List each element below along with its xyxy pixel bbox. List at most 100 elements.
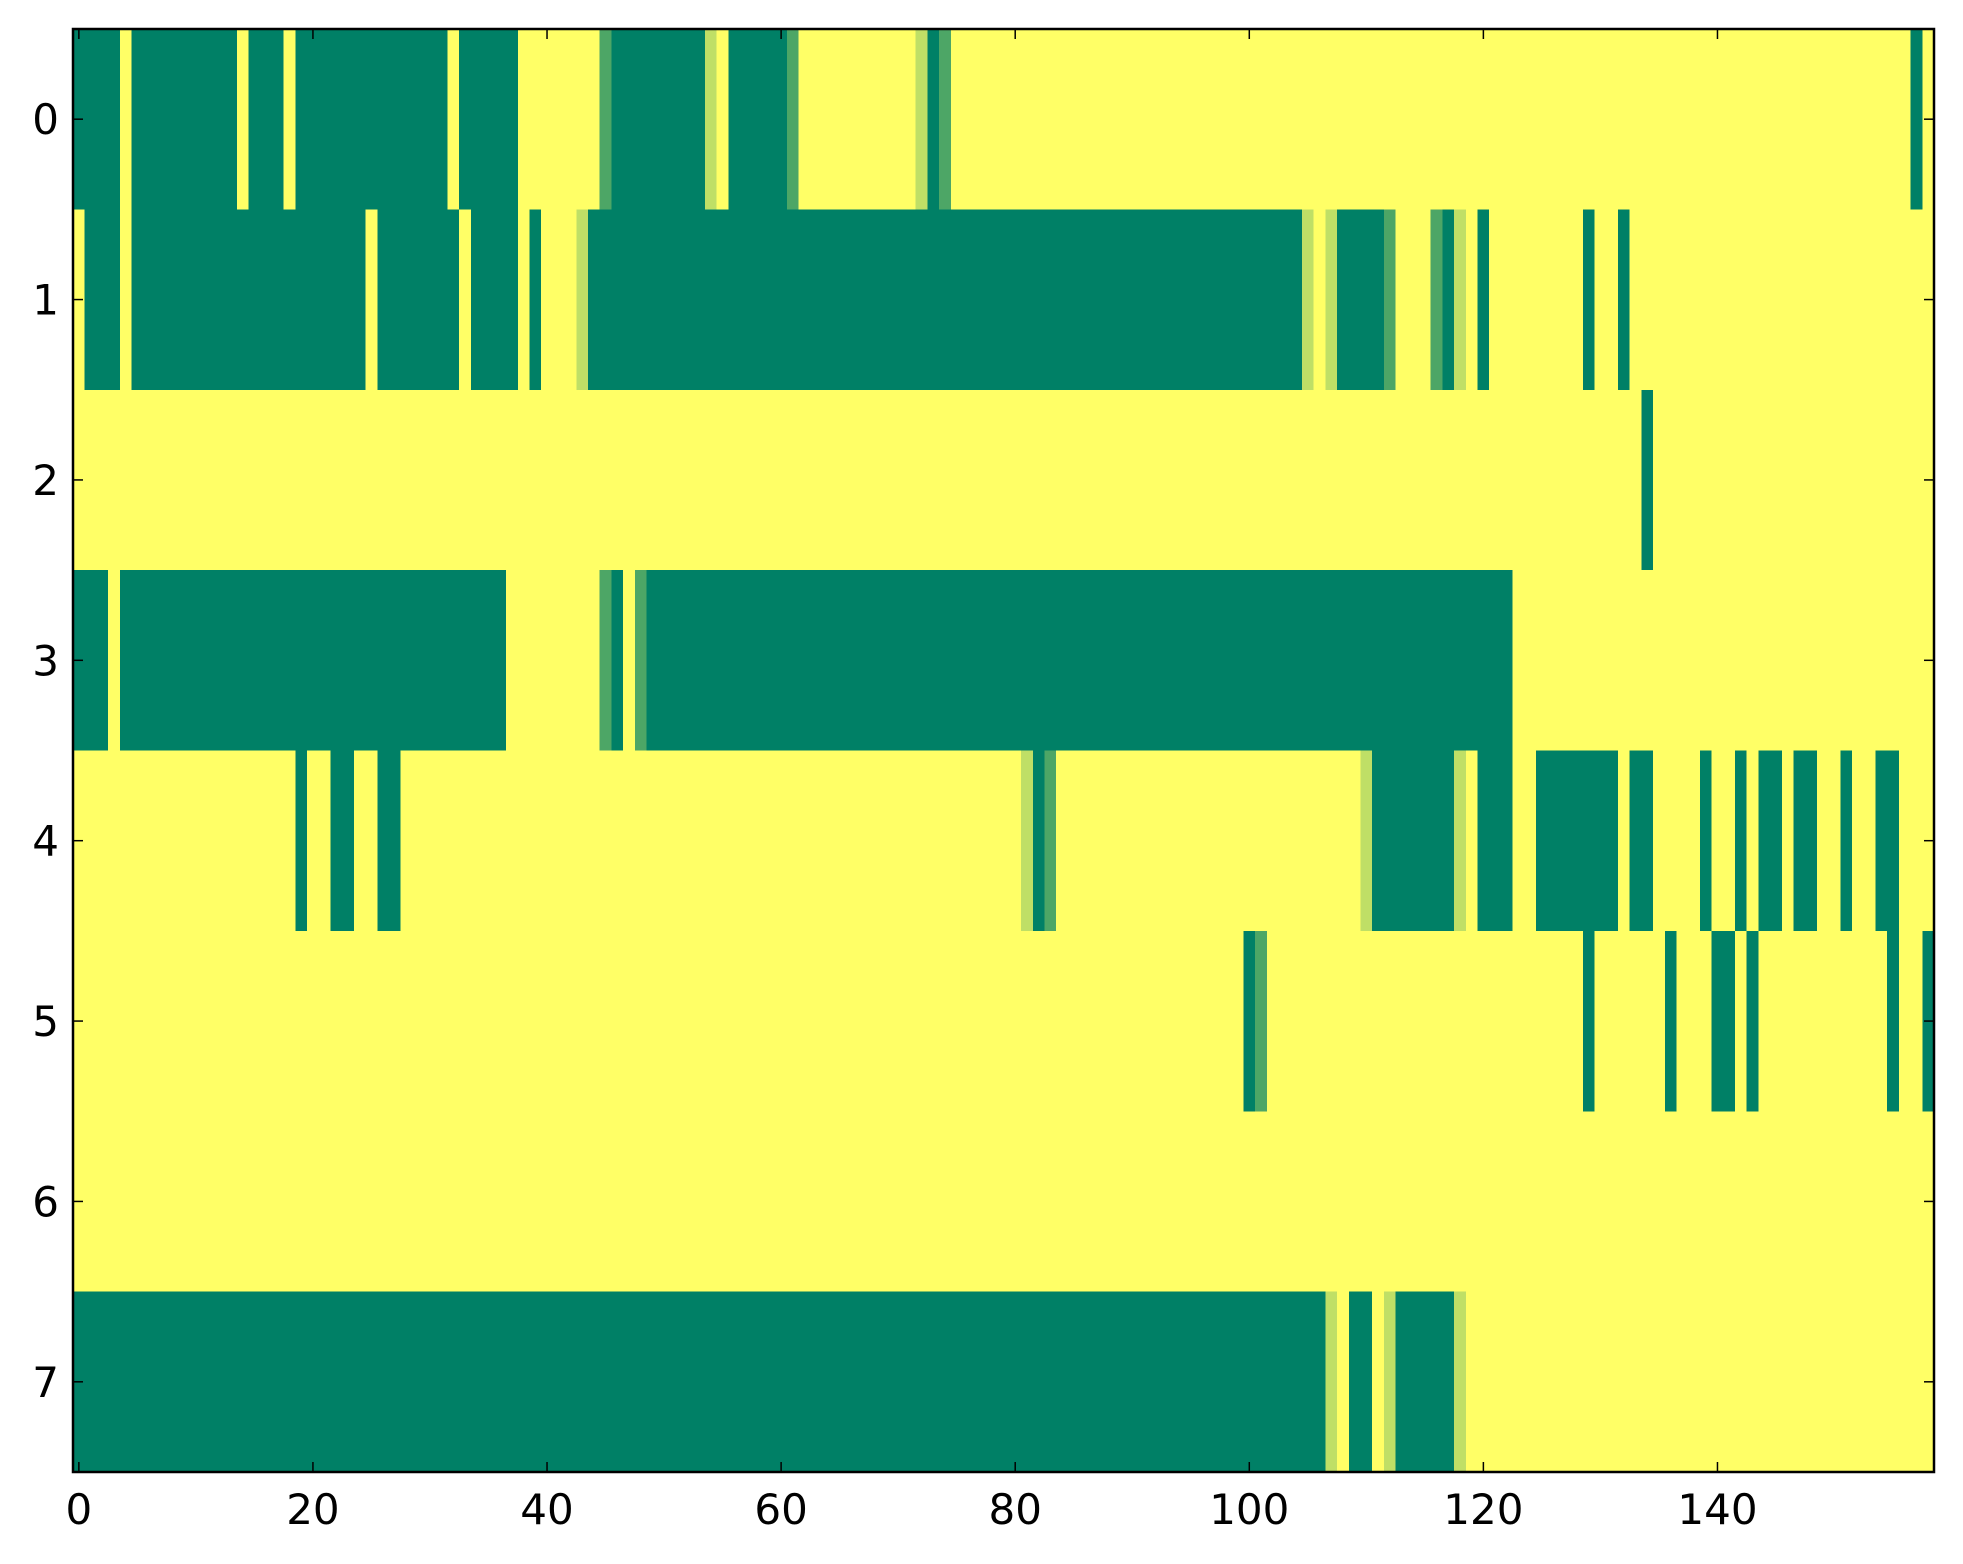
cell [400, 29, 414, 210]
cell [1383, 1291, 1397, 1473]
cell [1184, 209, 1198, 391]
cell [611, 29, 624, 210]
cell [1465, 930, 1479, 1112]
cell [1582, 750, 1596, 932]
cell [1419, 209, 1432, 391]
cell [1770, 1111, 1783, 1293]
cell [1477, 29, 1490, 210]
cell [693, 1111, 706, 1293]
cell [1383, 209, 1397, 391]
cell [1559, 930, 1572, 1112]
cell [1067, 570, 1081, 752]
cell [962, 389, 975, 571]
cell [1407, 209, 1420, 391]
cell [178, 1111, 191, 1293]
cell [740, 1111, 753, 1293]
cell [225, 1111, 238, 1293]
cell [681, 1291, 694, 1473]
cell [424, 29, 437, 210]
cell [1863, 209, 1877, 391]
cell [1711, 1111, 1724, 1293]
cell [541, 29, 554, 210]
cell [1301, 570, 1315, 752]
cell [892, 750, 905, 932]
cell [190, 29, 203, 210]
cell [412, 1111, 425, 1293]
cell [915, 1111, 929, 1293]
cell [1735, 570, 1748, 752]
cell [845, 570, 858, 752]
cell [1114, 29, 1127, 210]
cell [985, 750, 999, 932]
cell [1653, 209, 1666, 391]
cell [1898, 1111, 1912, 1293]
cell [1383, 930, 1397, 1112]
cell [1735, 750, 1748, 932]
cell [728, 389, 741, 571]
cell [248, 930, 261, 1112]
cell [1032, 29, 1046, 210]
cell [1793, 750, 1806, 932]
cell [377, 570, 390, 752]
cell [389, 930, 402, 1112]
cell [295, 1111, 308, 1293]
cell [1208, 570, 1221, 752]
cell [131, 1291, 144, 1473]
cell [1266, 1111, 1280, 1293]
cell [1220, 389, 1233, 571]
cell [1559, 29, 1572, 210]
cell [1337, 389, 1350, 571]
cell [1454, 29, 1467, 210]
cell [974, 209, 987, 391]
cell [1430, 1291, 1444, 1473]
cell [494, 930, 507, 1112]
cell [1547, 1291, 1561, 1473]
cell [997, 209, 1010, 391]
cell [225, 389, 238, 571]
cell [1571, 1111, 1584, 1293]
cell [1840, 750, 1853, 932]
cell [587, 750, 601, 932]
cell [248, 29, 261, 210]
cell [424, 750, 437, 932]
cell [728, 1291, 741, 1473]
cell [119, 1111, 133, 1293]
cell [1653, 1111, 1666, 1293]
cell [1547, 209, 1561, 391]
cell [1126, 1291, 1139, 1473]
cell [1395, 930, 1408, 1112]
cell [459, 209, 472, 391]
cell [412, 1291, 425, 1473]
cell [857, 750, 870, 932]
cell [576, 209, 589, 391]
cell [1243, 29, 1256, 210]
cell [1559, 1111, 1572, 1293]
cell [1184, 750, 1198, 932]
cell [236, 209, 250, 391]
cell [833, 930, 847, 1112]
cell [1278, 930, 1291, 1112]
cell [611, 930, 624, 1112]
cell [295, 570, 308, 752]
cell [1430, 389, 1444, 571]
cell [1676, 209, 1689, 391]
cell [1489, 1111, 1502, 1293]
cell [1208, 750, 1221, 932]
cell [1056, 1111, 1069, 1293]
cell [1009, 1291, 1022, 1473]
cell [307, 29, 320, 210]
cell [389, 29, 402, 210]
cell [365, 930, 378, 1112]
cell [1231, 570, 1245, 752]
cell [1126, 29, 1139, 210]
cell [166, 1111, 179, 1293]
cell [1383, 750, 1397, 932]
cell [1021, 209, 1034, 391]
cell [1138, 389, 1151, 571]
cell [178, 389, 191, 571]
cell [1395, 1111, 1408, 1293]
cell [1383, 389, 1397, 571]
cell [1582, 1111, 1596, 1293]
cell [1442, 570, 1455, 752]
cell [1688, 389, 1701, 571]
